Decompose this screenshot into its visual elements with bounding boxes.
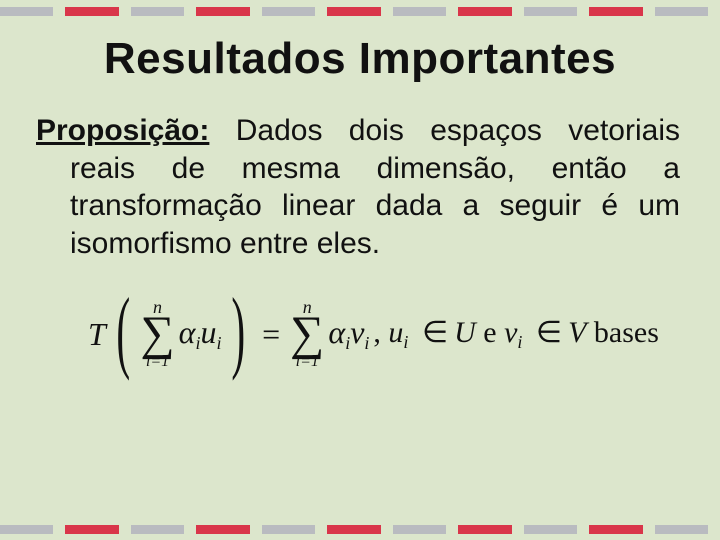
term-alpha-u: αiui [179, 314, 222, 354]
u-2: u [388, 316, 403, 349]
sub-i-5: i [403, 332, 408, 352]
proposition-paragraph: Proposição: Dados dois espaços vetoriais… [36, 112, 684, 262]
sub-i-2: i [216, 333, 221, 353]
set-U: U [454, 316, 476, 349]
formula-tail: , ui ∈U e vi ∈V bases [373, 315, 658, 353]
equals: = [262, 316, 280, 353]
sub-i-6: i [517, 332, 522, 352]
decorative-border-top [0, 0, 720, 22]
left-paren: ( [116, 294, 130, 366]
sum-left: n ∑ i=1 [140, 298, 174, 370]
sub-i-4: i [364, 333, 369, 353]
v-2: v [504, 316, 517, 349]
term-alpha-v: αivi [328, 314, 369, 354]
v-1: v [350, 314, 364, 350]
formula-T: T [88, 316, 106, 353]
sum-bottom-1: i=1 [146, 354, 169, 370]
alpha-1: α [179, 314, 196, 350]
in-2: ∈ [536, 316, 562, 349]
sigma-2: ∑ [290, 314, 324, 354]
sum-bottom-2: i=1 [296, 354, 319, 370]
decorative-border-bottom [0, 518, 720, 540]
set-V: V [568, 316, 586, 349]
sigma-1: ∑ [140, 314, 174, 354]
in-1: ∈ [422, 316, 448, 349]
comma-1: , [373, 316, 381, 349]
formula: T ( n ∑ i=1 αiui ) = n ∑ i=1 αivi , ui ∈… [36, 298, 684, 370]
proposition-label: Proposição: [36, 114, 209, 147]
e-word: e [483, 316, 504, 349]
slide-title: Resultados Importantes [36, 34, 684, 84]
bases-word: bases [594, 316, 659, 349]
slide-content: Resultados Importantes Proposição: Dados… [0, 34, 720, 370]
sum-right: n ∑ i=1 [290, 298, 324, 370]
right-paren: ) [232, 294, 246, 366]
u-1: u [200, 314, 216, 350]
alpha-2: α [328, 314, 345, 350]
